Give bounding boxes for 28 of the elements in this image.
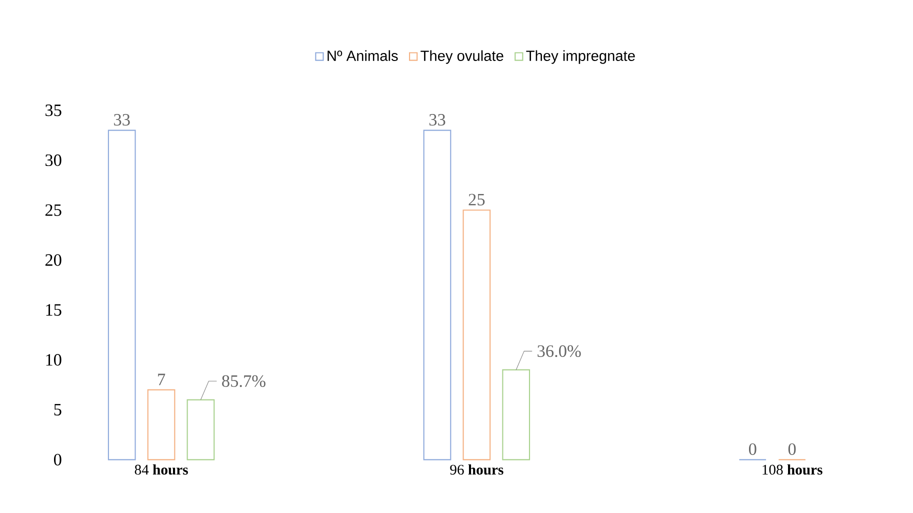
y-tick-label: 10 [46,354,62,366]
x-tick-label: 96 hours [450,464,504,475]
bar [186,399,215,460]
data-label: 33 [114,114,130,126]
annotation: 36.0% [538,345,581,358]
y-tick-label: 15 [46,304,62,316]
bar [462,210,491,460]
x-tick-label: 108 hours [762,464,822,475]
y-tick-label: 0 [54,454,62,466]
bar [108,130,136,460]
data-label: 0 [788,443,796,455]
legend-label: Nº Animals [328,50,398,61]
bar [502,369,530,460]
data-label: 0 [748,443,756,455]
y-tick-label: 25 [45,204,62,216]
x-tick-label: 84 hours [134,464,188,475]
data-label: 7 [158,374,166,386]
y-tick-label: 5 [54,404,62,416]
y-tick-label: 20 [45,254,62,266]
bar [423,130,452,460]
legend-label: They ovulate [420,50,504,64]
legend-label: They impregnate [526,50,635,64]
y-tick-label: 30 [46,154,62,166]
data-label: 25 [468,194,485,206]
data-label: 33 [429,114,446,126]
bar [147,389,176,460]
annotation: 85.7% [222,375,266,387]
y-tick-label: 35 [46,104,62,116]
